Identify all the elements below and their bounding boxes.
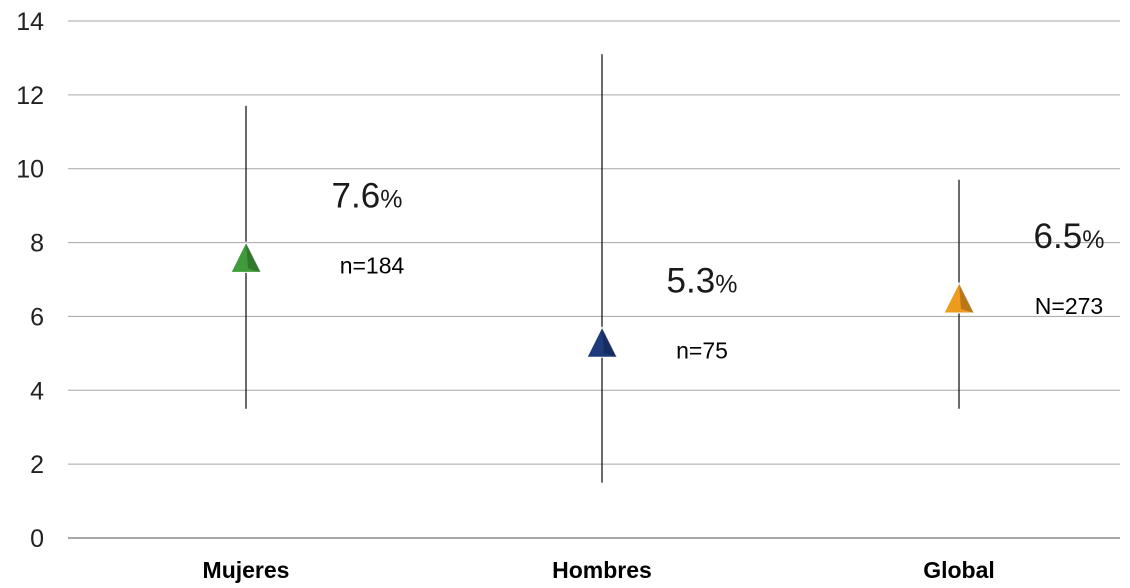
data-markers xyxy=(230,241,975,358)
n-label: N=273 xyxy=(1035,293,1103,319)
triangle-marker-shade xyxy=(602,327,617,358)
y-tick-label: 0 xyxy=(30,525,44,553)
y-tick-label: 8 xyxy=(30,230,44,258)
y-tick-label: 12 xyxy=(16,82,44,110)
y-axis-ticks: 0 2 4 6 8 10 12 14 xyxy=(16,8,44,553)
value-label: 6.5% xyxy=(1034,217,1105,256)
data-labels: 7.6% n=184 5.3% n=75 6.5% N=273 xyxy=(332,176,1105,363)
triangle-marker xyxy=(943,281,975,314)
value-label: 7.6% xyxy=(332,176,403,215)
x-axis-categories: Mujeres Hombres Global xyxy=(203,557,995,583)
triangle-marker-shade xyxy=(959,282,974,313)
x-category-label: Hombres xyxy=(552,557,652,583)
x-category-label: Mujeres xyxy=(203,557,290,583)
y-tick-label: 4 xyxy=(30,377,44,405)
value-label: 5.3% xyxy=(667,261,738,300)
triangle-marker xyxy=(586,326,618,358)
triangle-marker-shade xyxy=(246,242,261,273)
gridlines xyxy=(68,20,1120,539)
n-label: n=75 xyxy=(676,337,728,363)
y-tick-label: 2 xyxy=(30,451,44,479)
x-category-label: Global xyxy=(923,557,995,583)
y-tick-label: 10 xyxy=(16,156,44,184)
triangle-marker xyxy=(230,241,262,273)
y-tick-label: 6 xyxy=(30,303,44,331)
y-tick-label: 14 xyxy=(16,8,44,36)
n-label: n=184 xyxy=(340,252,405,278)
